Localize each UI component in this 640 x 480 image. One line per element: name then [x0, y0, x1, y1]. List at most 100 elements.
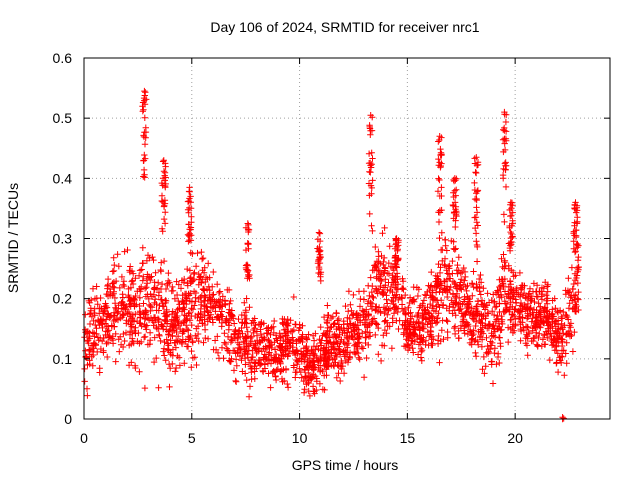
- data-point: [149, 253, 156, 261]
- data-point: [446, 303, 453, 310]
- data-point: [304, 363, 311, 371]
- data-point: [277, 334, 284, 341]
- data-point: [97, 345, 105, 353]
- data-point: [377, 308, 384, 315]
- data-point: [188, 347, 195, 355]
- data-point: [354, 349, 362, 357]
- data-point: [529, 315, 536, 322]
- data-point: [531, 324, 539, 331]
- data-point: [294, 350, 301, 357]
- data-point: [219, 293, 226, 300]
- data-point: [112, 316, 119, 323]
- data-point: [235, 328, 242, 335]
- data-point: [454, 285, 461, 292]
- data-point: [457, 325, 464, 332]
- data-point: [465, 300, 472, 307]
- data-point: [356, 356, 363, 363]
- data-point: [343, 325, 351, 332]
- data-point: [204, 335, 212, 342]
- data-point: [565, 305, 573, 312]
- data-point: [524, 352, 531, 359]
- data-point: [277, 368, 284, 375]
- data-point: [320, 345, 327, 352]
- data-point: [230, 367, 238, 374]
- data-point: [105, 333, 112, 341]
- data-point: [336, 331, 343, 338]
- data-point: [556, 354, 563, 361]
- data-point: [316, 230, 324, 237]
- data-point: [569, 348, 577, 355]
- data-point: [242, 361, 249, 368]
- data-point: [428, 312, 435, 320]
- data-point: [490, 291, 497, 298]
- data-point: [390, 294, 397, 301]
- data-point: [499, 276, 506, 283]
- data-point: [157, 268, 165, 275]
- data-point: [350, 326, 357, 333]
- data-point: [236, 353, 244, 360]
- data-point: [303, 334, 310, 341]
- data-point: [444, 334, 451, 341]
- data-point: [450, 176, 457, 184]
- data-point: [94, 348, 101, 356]
- data-point: [125, 293, 132, 301]
- data-point: [382, 282, 389, 289]
- data-point: [539, 336, 547, 343]
- data-point: [444, 318, 451, 325]
- data-point: [88, 353, 95, 360]
- data-point: [419, 302, 426, 309]
- data-point: [236, 341, 243, 348]
- data-point: [416, 324, 423, 331]
- data-point: [368, 320, 375, 327]
- data-point: [435, 218, 443, 226]
- data-point: [87, 307, 95, 314]
- data-point: [433, 284, 440, 291]
- x-tick-label: 15: [400, 430, 416, 446]
- data-point: [437, 145, 444, 153]
- data-point: [86, 299, 93, 306]
- data-point: [428, 340, 435, 347]
- data-point: [496, 359, 503, 367]
- data-point: [199, 320, 206, 327]
- data-point: [501, 288, 509, 295]
- data-point: [554, 350, 561, 357]
- data-point: [407, 328, 414, 336]
- data-point: [255, 345, 263, 352]
- data-point: [121, 282, 128, 290]
- data-point: [303, 374, 311, 382]
- data-point: [355, 334, 362, 341]
- data-point: [204, 318, 211, 325]
- data-point: [148, 273, 155, 280]
- data-point: [420, 321, 427, 329]
- data-point: [187, 277, 194, 285]
- data-point: [555, 339, 562, 347]
- data-point: [484, 342, 491, 350]
- data-point: [133, 301, 140, 308]
- data-point: [198, 248, 205, 256]
- data-point: [243, 376, 250, 384]
- data-point: [476, 283, 483, 290]
- data-point: [345, 308, 352, 315]
- data-point: [393, 317, 400, 324]
- data-point: [454, 270, 461, 277]
- data-point: [216, 316, 223, 323]
- data-point: [165, 331, 172, 339]
- data-point: [126, 294, 133, 301]
- data-point: [473, 154, 480, 161]
- data-point: [321, 331, 329, 338]
- data-point: [276, 344, 283, 352]
- data-point: [468, 341, 475, 348]
- data-point: [515, 307, 522, 315]
- data-point: [461, 277, 468, 284]
- data-point: [357, 295, 364, 303]
- data-point: [473, 258, 481, 265]
- data-point: [501, 259, 508, 266]
- data-point: [368, 161, 375, 168]
- data-point: [93, 283, 100, 290]
- data-point: [81, 378, 88, 385]
- data-point: [335, 323, 342, 330]
- data-point: [365, 180, 373, 187]
- x-tick-label: 20: [507, 430, 523, 446]
- data-point: [369, 177, 376, 184]
- data-point: [482, 363, 489, 370]
